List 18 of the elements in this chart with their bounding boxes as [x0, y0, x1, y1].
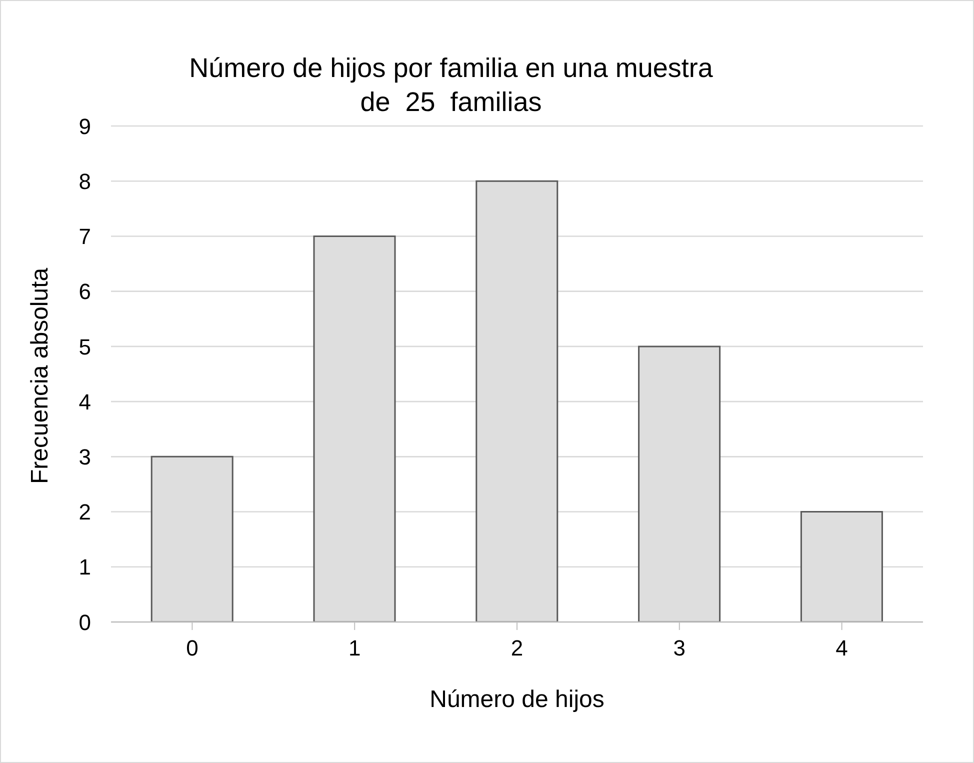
chart-title: Número de hijos por familia en una muestra de 25 familias [188, 52, 714, 119]
y-tick-label: 7 [78, 224, 91, 250]
y-axis-title: Frecuencia absoluta [26, 267, 54, 484]
y-tick-label: 0 [78, 610, 91, 635]
y-tick-label: 6 [78, 279, 91, 304]
y-tick-label: 2 [78, 500, 91, 525]
y-tick-label: 3 [78, 444, 91, 470]
x-tick-label: 1 [348, 636, 361, 661]
y-tick-label: 9 [78, 114, 91, 139]
y-tick-label: 8 [78, 168, 91, 194]
x-tick-label: 2 [510, 636, 524, 661]
x-tick-label: 0 [186, 636, 198, 661]
y-tick-label: 1 [78, 554, 91, 580]
y-tick-label: 4 [78, 389, 91, 414]
x-tick-label: 3 [673, 636, 686, 661]
y-tick-label: 5 [78, 334, 91, 360]
x-tick-label: 4 [836, 636, 848, 661]
x-axis-title: Número de hijos [430, 686, 604, 713]
